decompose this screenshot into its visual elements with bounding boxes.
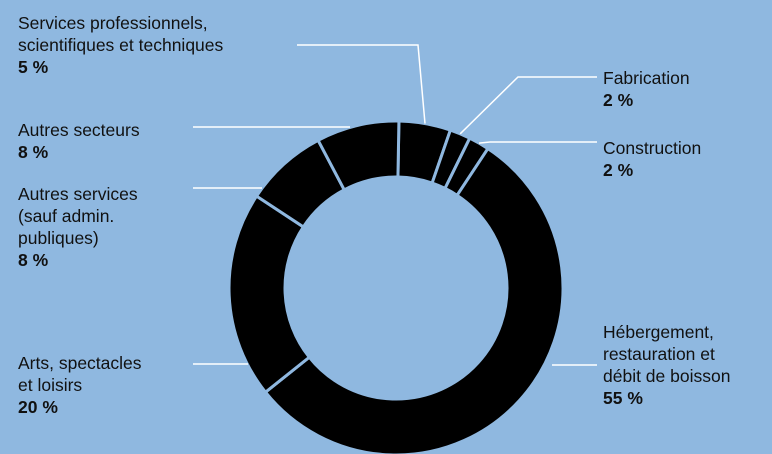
slice-label-fabrication: Fabrication 2 % bbox=[603, 67, 690, 111]
slice-label-autres-secteurs: Autres secteurs 8 % bbox=[18, 119, 140, 163]
donut-slice-arts bbox=[227, 193, 312, 395]
slice-label-services-professionnels: Services professionnels, scientifiques e… bbox=[18, 12, 223, 78]
slice-label-autres-services: Autres services (sauf admin. publiques) … bbox=[18, 183, 138, 271]
slice-value: 5 % bbox=[18, 57, 49, 77]
slice-label-arts: Arts, spectacles et loisirs 20 % bbox=[18, 352, 142, 418]
leader-line-construction bbox=[478, 141, 597, 144]
slice-label-hebergement: Hébergement, restauration et débit de bo… bbox=[603, 321, 730, 409]
slice-value: 55 % bbox=[603, 388, 643, 408]
leader-line-services-professionnels bbox=[297, 44, 426, 124]
slice-value: 8 % bbox=[18, 250, 49, 270]
slice-value: 20 % bbox=[18, 397, 58, 417]
slice-name: Hébergement, restauration et débit de bo… bbox=[603, 322, 731, 386]
slice-value: 2 % bbox=[603, 90, 634, 110]
slice-value: 2 % bbox=[603, 160, 634, 180]
donut-slice-hebergement bbox=[263, 146, 565, 454]
donut-slice-autres-secteurs bbox=[316, 119, 401, 192]
slice-name: Autres secteurs bbox=[18, 120, 140, 140]
leader-line-fabrication bbox=[459, 76, 597, 135]
slice-name: Fabrication bbox=[603, 68, 690, 88]
slice-label-construction: Construction 2 % bbox=[603, 137, 701, 181]
slice-name: Construction bbox=[603, 138, 702, 158]
slice-value: 8 % bbox=[18, 142, 49, 162]
slice-name: Services professionnels, scientifiques e… bbox=[18, 13, 224, 55]
slice-name: Arts, spectacles et loisirs bbox=[18, 353, 142, 395]
slice-name: Autres services (sauf admin. publiques) bbox=[18, 184, 138, 248]
